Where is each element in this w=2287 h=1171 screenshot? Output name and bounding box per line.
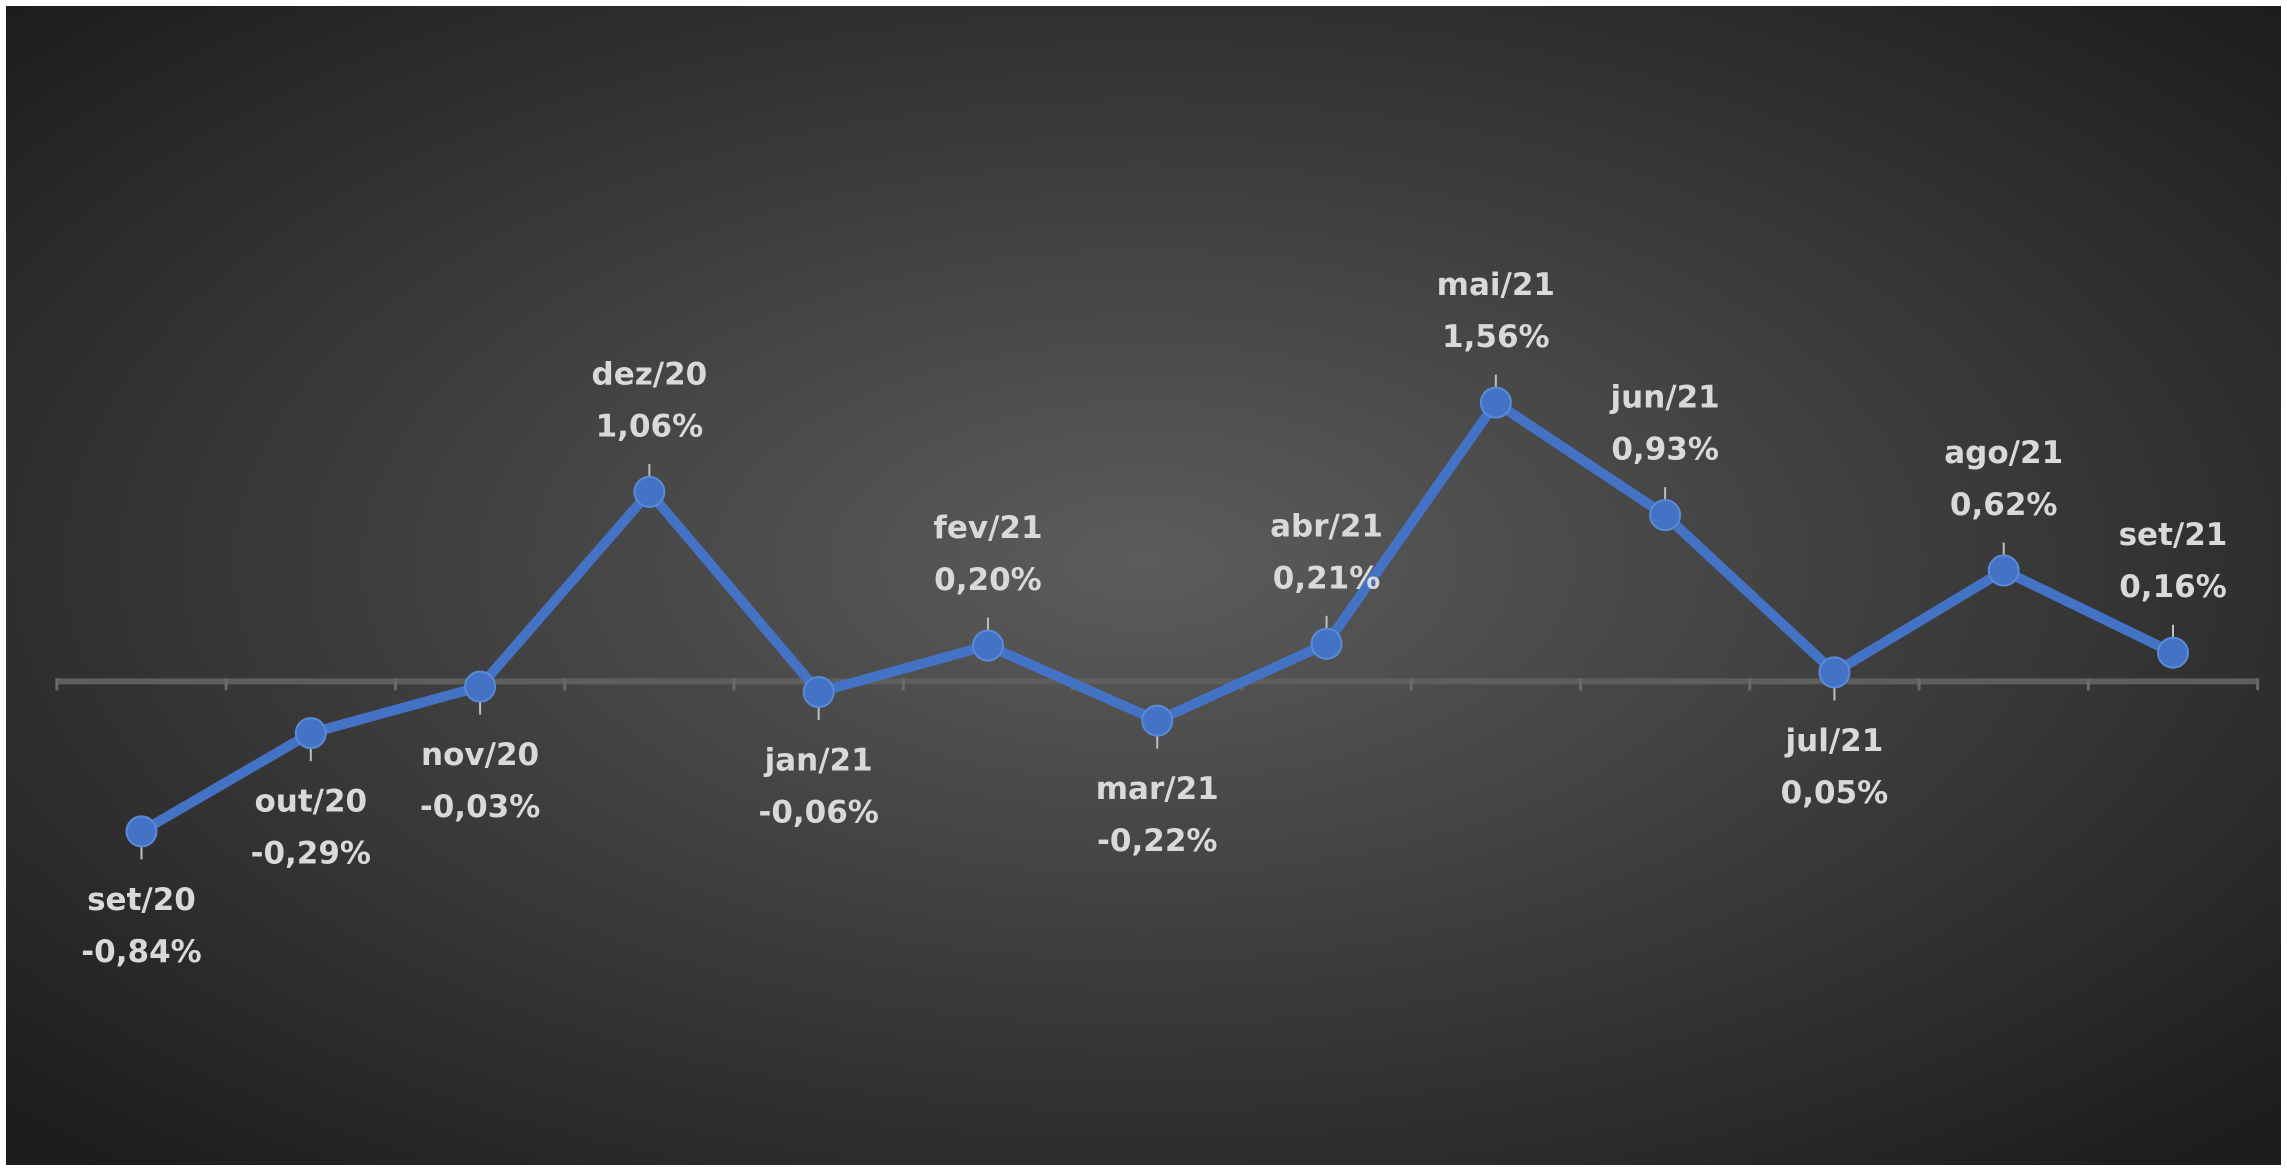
value-label: 0,05% [1781,775,1889,811]
data-point [125,815,158,848]
data-point [1649,499,1682,532]
value-label: 0,21% [1273,560,1381,596]
category-label: mar/21 [1096,771,1219,807]
category-label: jun/21 [1609,380,1720,416]
data-point [802,676,835,709]
background [6,6,2281,1165]
category-label: out/20 [254,784,367,820]
category-label: jul/21 [1784,723,1884,759]
value-label: -0,03% [420,789,540,825]
value-label: 0,93% [1611,432,1719,468]
data-point [1818,656,1851,689]
category-label: abr/21 [1270,508,1383,544]
value-label: 0,16% [2119,569,2227,605]
value-label: 0,20% [934,562,1042,598]
value-label: 1,06% [596,408,704,444]
value-label: 1,56% [1442,319,1550,355]
category-label: nov/20 [421,737,539,773]
data-point [294,717,327,750]
value-label: -0,22% [1097,823,1217,859]
value-label: -0,84% [81,934,201,970]
category-label: dez/20 [592,356,708,392]
category-label: set/20 [87,882,196,918]
value-label: -0,06% [758,795,878,831]
data-point [1479,386,1512,419]
data-point [1987,554,2020,587]
category-label: jan/21 [763,743,873,779]
data-point [2157,636,2189,669]
category-label: ago/21 [1944,435,2063,471]
category-label: mai/21 [1437,267,1555,303]
category-label: set/21 [2119,517,2228,553]
value-label: -0,29% [251,836,371,872]
data-point [1310,627,1343,660]
value-label: 0,62% [1950,487,2058,523]
category-label: fev/21 [933,510,1042,546]
data-point [1141,704,1174,737]
data-point [633,475,666,508]
data-point [464,670,497,703]
data-point [971,629,1004,662]
